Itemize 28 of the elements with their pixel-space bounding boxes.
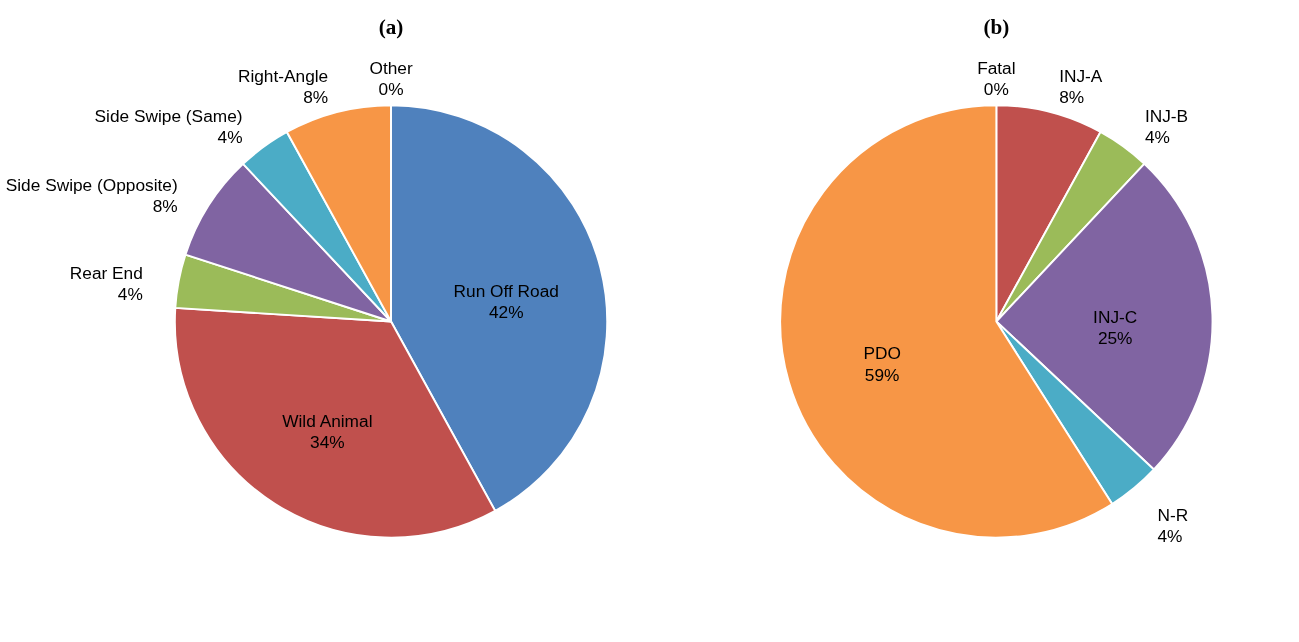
data-label: 4% <box>217 126 243 147</box>
data-label: 4% <box>1144 126 1170 147</box>
category-label: Other <box>369 57 413 78</box>
chart-title: (b) <box>983 15 1010 40</box>
data-label: 4% <box>117 284 143 305</box>
slice-label: Side Swipe (Same) <box>94 105 243 126</box>
slice-label: N-R <box>1157 504 1189 525</box>
data-label: 8% <box>152 196 178 217</box>
slice-label: Run Off Road <box>453 280 559 301</box>
slice-label: INJ-B <box>1144 105 1189 126</box>
data-label: 25% <box>1097 327 1133 348</box>
chart-title: (a) <box>378 15 404 40</box>
data-label: 8% <box>303 86 329 107</box>
slice-label: Rear End <box>69 262 143 283</box>
slice-label: Wild Animal <box>282 410 373 431</box>
slice-label: Side Swipe (Opposite) <box>5 174 178 195</box>
data-label: 4% <box>1157 526 1183 547</box>
data-label: 34% <box>310 431 345 452</box>
category-label: Fatal <box>977 57 1016 78</box>
data-label: 8% <box>1059 86 1085 107</box>
slice-label: INJ-A <box>1059 65 1103 86</box>
data-label: 59% <box>864 364 900 385</box>
text: 0% <box>983 78 1009 99</box>
slice-label: Right-Angle <box>237 65 329 86</box>
text: 0% <box>378 78 404 99</box>
data-label: 42% <box>488 301 524 322</box>
slice-label: PDO <box>863 343 901 364</box>
slice-label: INJ-C <box>1093 306 1138 327</box>
